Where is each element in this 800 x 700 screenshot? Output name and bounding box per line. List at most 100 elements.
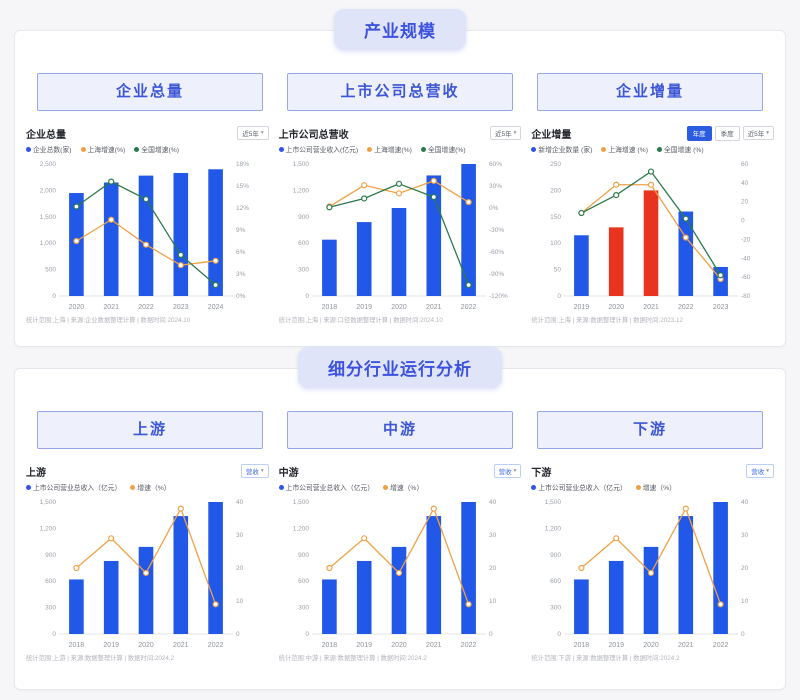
data-point[interactable] (177, 262, 184, 269)
data-point[interactable] (648, 181, 655, 188)
data-point[interactable] (177, 251, 184, 259)
bar[interactable] (644, 546, 659, 634)
bar[interactable] (208, 169, 223, 296)
tab-enterprise-total[interactable]: 企业总量 (37, 73, 263, 111)
axis-tick-label: 2024 (208, 304, 224, 311)
data-point[interactable] (212, 281, 219, 289)
tab-downstream[interactable]: 下游 (537, 411, 763, 449)
toggle-annual[interactable]: 年度 (686, 125, 712, 141)
bar[interactable] (391, 208, 406, 296)
data-point[interactable] (683, 215, 690, 222)
data-point[interactable] (465, 199, 472, 206)
data-point[interactable] (108, 178, 115, 185)
data-point[interactable] (325, 204, 333, 211)
bar[interactable] (574, 579, 590, 634)
data-point[interactable] (360, 195, 367, 202)
bar[interactable] (103, 560, 119, 634)
data-point[interactable] (212, 601, 219, 608)
time-range-select[interactable]: 近5年 ▾ (489, 126, 522, 140)
panel-segment-analysis: 细分行业运行分析 上游 中游 下游 上游 营收 ▾ 上市公司营业总收入（亿元） … (14, 347, 786, 690)
data-point[interactable] (648, 168, 655, 175)
data-point[interactable] (73, 203, 80, 210)
metric-select[interactable]: 营收 ▾ (746, 464, 775, 478)
data-point[interactable] (325, 564, 333, 572)
tab-listed-revenue[interactable]: 上市公司总营收 (287, 73, 513, 111)
data-point[interactable] (108, 535, 115, 542)
bar[interactable] (69, 579, 84, 634)
bar[interactable] (356, 560, 372, 634)
legend-dot-icon (531, 484, 537, 490)
data-point[interactable] (613, 192, 620, 199)
data-point[interactable] (142, 569, 150, 577)
metric-select[interactable]: 营收 ▾ (493, 464, 522, 478)
bar[interactable] (391, 546, 406, 634)
tab-midstream[interactable]: 中游 (287, 411, 513, 449)
axis-tick-label: 600 (45, 578, 56, 585)
bar[interactable] (460, 502, 476, 634)
bar[interactable] (321, 239, 337, 296)
data-point[interactable] (465, 601, 472, 608)
bar[interactable] (609, 560, 624, 634)
bar[interactable] (609, 227, 624, 296)
bar[interactable] (574, 235, 590, 296)
tab-upstream[interactable]: 上游 (37, 411, 263, 449)
data-point[interactable] (142, 241, 150, 248)
bar[interactable] (356, 222, 372, 296)
bar[interactable] (173, 516, 189, 634)
data-point[interactable] (360, 182, 367, 189)
data-point[interactable] (430, 505, 437, 512)
data-point[interactable] (717, 272, 725, 279)
bar[interactable] (138, 175, 154, 296)
data-point[interactable] (430, 193, 437, 201)
tab-enterprise-increment[interactable]: 企业增量 (537, 73, 763, 111)
metric-select[interactable]: 营收 ▾ (240, 464, 269, 478)
data-point[interactable] (212, 257, 219, 264)
axis-tick-label: 0 (236, 631, 240, 638)
data-point[interactable] (360, 535, 367, 542)
data-point[interactable] (465, 281, 472, 289)
data-point[interactable] (395, 190, 402, 197)
bar[interactable] (426, 175, 441, 296)
bar[interactable] (103, 182, 119, 296)
bar[interactable] (678, 516, 694, 634)
axis-tick-label: 2022 (460, 304, 476, 311)
axis-tick-label: 300 (550, 605, 561, 612)
axis-tick-label: 10 (489, 598, 497, 605)
data-point[interactable] (177, 505, 184, 512)
bar[interactable] (321, 579, 337, 634)
data-point[interactable] (73, 564, 80, 572)
bar[interactable] (644, 190, 659, 296)
data-point[interactable] (717, 601, 725, 608)
axis-tick-label: -90% (489, 271, 504, 278)
axis-tick-label: 900 (550, 552, 561, 559)
bar[interactable] (678, 211, 694, 296)
bar[interactable] (208, 502, 223, 634)
chevron-down-icon: ▾ (513, 468, 517, 474)
data-point[interactable] (430, 177, 437, 184)
bar[interactable] (69, 193, 84, 296)
data-point[interactable] (108, 216, 115, 223)
bar[interactable] (713, 502, 729, 634)
data-point[interactable] (142, 196, 150, 203)
bar[interactable] (460, 164, 476, 296)
data-point[interactable] (578, 209, 585, 217)
data-point[interactable] (73, 237, 80, 245)
data-point[interactable] (683, 234, 690, 241)
chart-title: 中游 (278, 467, 299, 479)
legend-dot-icon (383, 484, 389, 490)
segment-charts: 上游 营收 ▾ 上市公司营业总收入（亿元） 增速（%） 1,500 1,200 90… (15, 449, 785, 662)
bar[interactable] (173, 172, 189, 296)
axis-tick-label: 2021 (103, 304, 119, 311)
bar[interactable] (426, 516, 441, 634)
data-point[interactable] (648, 569, 655, 577)
data-point[interactable] (683, 505, 690, 512)
data-point[interactable] (613, 535, 620, 542)
data-point[interactable] (395, 180, 402, 187)
data-point[interactable] (395, 569, 402, 577)
bar[interactable] (138, 546, 154, 634)
time-range-select[interactable]: 近5年 ▾ (742, 126, 775, 140)
time-range-select[interactable]: 近5年 ▾ (237, 126, 269, 140)
toggle-quarterly[interactable]: 季度 (714, 125, 740, 141)
data-point[interactable] (578, 564, 585, 572)
data-point[interactable] (613, 181, 620, 188)
